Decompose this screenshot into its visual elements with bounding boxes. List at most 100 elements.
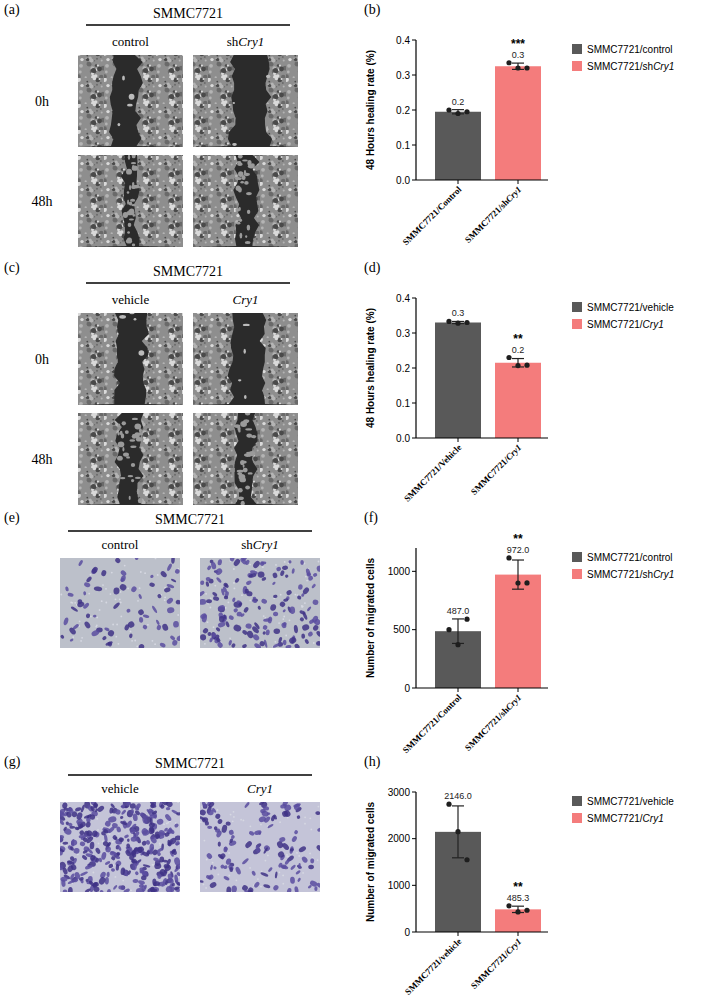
stained-cell	[78, 559, 84, 566]
migrating-cell	[243, 324, 250, 326]
migrating-cell	[245, 235, 247, 238]
text-run: (c)	[4, 260, 20, 276]
pore	[81, 637, 83, 639]
pore	[233, 811, 235, 813]
stained-cell	[225, 821, 230, 825]
stained-cell	[218, 841, 221, 846]
stained-cell	[120, 577, 125, 582]
y-tick-label: 0	[404, 683, 410, 694]
pore	[217, 809, 219, 811]
pore	[164, 597, 166, 599]
pore	[301, 606, 303, 608]
pore	[280, 594, 282, 596]
pore	[309, 853, 311, 855]
stained-cell	[288, 560, 292, 564]
stained-cell	[314, 886, 318, 891]
stained-cell	[90, 805, 96, 812]
legend-label: SMMC7721/vehicle	[587, 302, 674, 313]
migrating-cell	[130, 445, 136, 448]
migrating-cell	[244, 181, 249, 185]
stained-cell	[94, 808, 98, 813]
stained-cell	[232, 558, 241, 567]
stained-cell	[205, 581, 209, 587]
pore	[177, 614, 179, 616]
stained-cell	[200, 599, 207, 606]
stained-cell	[156, 847, 164, 853]
text-run: SMMC7721/Control	[401, 184, 464, 247]
pore	[262, 566, 264, 568]
header-rule	[68, 530, 312, 532]
stained-cell	[223, 875, 230, 881]
stained-cell	[261, 576, 267, 581]
stained-cell	[225, 621, 230, 628]
stained-cell	[149, 814, 157, 819]
pore	[309, 817, 311, 819]
stained-cell	[94, 586, 103, 592]
stained-cell	[67, 860, 75, 866]
stained-cell	[60, 817, 65, 825]
pore	[118, 643, 120, 645]
stained-cell	[301, 633, 305, 639]
migrating-cell	[135, 424, 142, 430]
stained-cell	[124, 624, 130, 631]
data-point	[446, 802, 451, 807]
pore	[279, 871, 281, 873]
migrating-cell	[245, 174, 248, 176]
legend-label: SMMC7721/Cry1	[587, 813, 664, 824]
stained-cell	[60, 634, 65, 639]
stained-cell	[209, 881, 218, 889]
stained-cell	[118, 837, 124, 843]
stained-cell	[239, 558, 247, 565]
stained-cell	[157, 874, 161, 879]
x-axis	[416, 437, 548, 438]
stained-cell	[98, 876, 107, 886]
pore	[313, 642, 315, 644]
stained-cell	[140, 827, 149, 836]
stained-cell	[120, 569, 128, 577]
column-label: control	[102, 537, 139, 552]
stained-cell	[118, 885, 126, 891]
cell-layer	[193, 155, 241, 247]
stained-cell	[289, 848, 294, 852]
header-rule	[86, 282, 290, 284]
data-label: 2146.0	[444, 791, 472, 801]
legend-label: SMMC7721/vehicle	[587, 796, 674, 807]
stained-cell	[151, 810, 157, 816]
migrating-cell	[239, 219, 242, 222]
text-run: Cry1	[233, 292, 259, 307]
x-tick-label: SMMC7721/Vehicle	[402, 442, 463, 503]
legend-swatch	[572, 44, 582, 54]
stained-cell	[300, 560, 304, 565]
pore	[295, 594, 297, 596]
pore	[305, 576, 307, 578]
stained-cell	[273, 628, 280, 634]
pore	[131, 640, 133, 642]
pore	[111, 572, 113, 574]
stained-cell	[101, 569, 108, 576]
pore	[206, 859, 208, 861]
stained-cell	[93, 615, 97, 618]
stained-cell	[223, 846, 227, 852]
pore	[163, 823, 165, 825]
stained-cell	[105, 846, 111, 853]
header-rule	[68, 774, 312, 776]
stained-cell	[101, 851, 107, 860]
stained-cell	[238, 601, 244, 606]
stained-cell	[110, 803, 116, 809]
migrating-cell	[130, 199, 135, 202]
text-run: SMMC7721	[155, 756, 225, 771]
migrating-cell	[235, 208, 240, 212]
stained-cell	[310, 858, 314, 863]
text-run: SMMC7721/sh	[587, 61, 653, 72]
cell-line-label: SMMC7721	[153, 6, 223, 21]
pore	[234, 588, 236, 590]
stained-cell	[168, 877, 175, 884]
y-tick-label: 0.0	[396, 175, 410, 186]
stained-cell	[154, 863, 162, 869]
stained-cell	[86, 847, 93, 854]
pore	[101, 600, 103, 602]
stained-cell	[201, 802, 207, 808]
stained-cell	[144, 885, 148, 890]
y-tick-label: 0.4	[396, 293, 410, 304]
stained-cell	[312, 572, 318, 577]
